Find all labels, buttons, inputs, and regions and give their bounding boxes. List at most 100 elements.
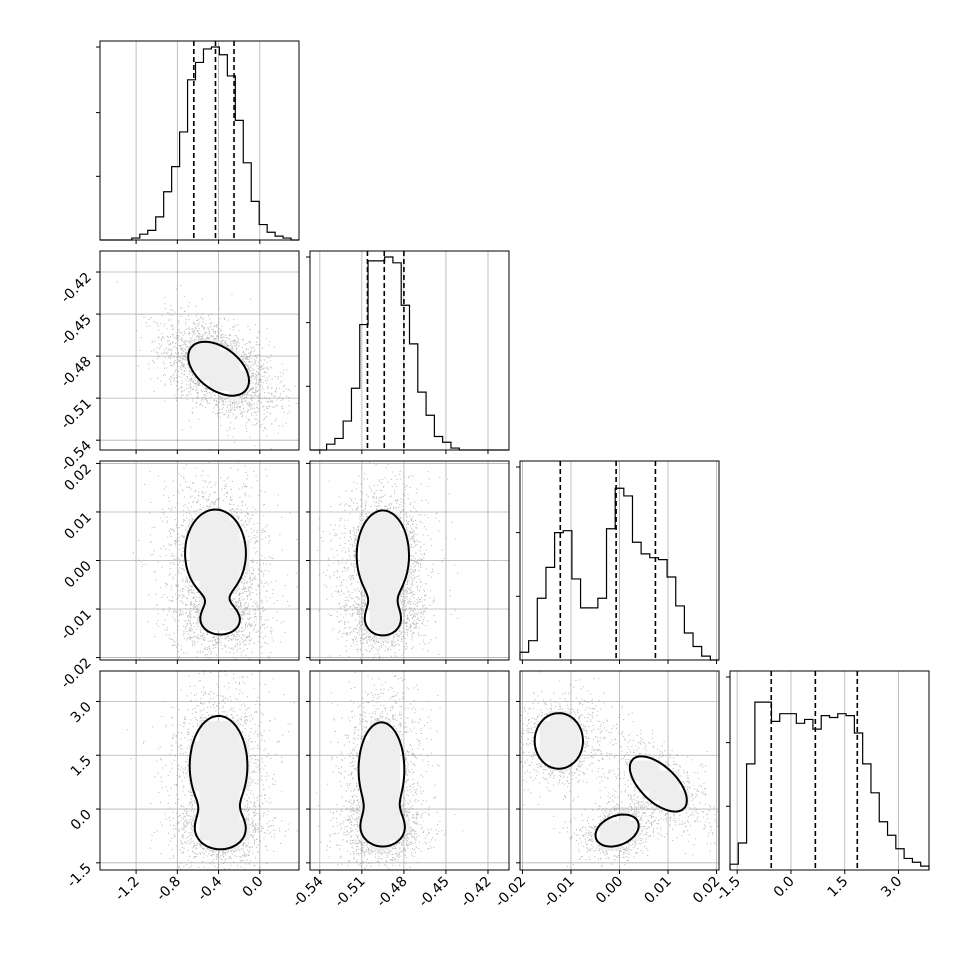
density-layer [317,461,459,660]
density-cell [359,790,371,801]
density-cell [629,770,640,781]
density-cell [209,820,220,831]
density-cell [669,780,680,791]
density-cell [219,800,230,811]
density-cell [209,790,220,801]
density-cell [369,510,381,522]
scatter-points [132,461,298,660]
density-cell [199,510,210,522]
density-cell [639,770,650,781]
density-cell [199,810,210,821]
x-tick-label: -0.48 [374,874,411,911]
density-cell [379,780,390,791]
density-cell [369,800,381,811]
density-cell [659,780,670,791]
density-cell [389,750,400,761]
density-cell [209,840,220,851]
density-cell [219,610,230,621]
density-cell [229,770,240,781]
density-cell [369,520,381,532]
histogram-panel [306,250,510,454]
density-cell [549,760,561,771]
density-cell [359,780,371,791]
density-cell [199,550,210,561]
density-cell [209,350,220,361]
density-cell [379,760,390,771]
density-cell [219,510,230,522]
density-cell [569,750,581,761]
y-tick-label: -1.5 [64,860,95,891]
histogram-step [519,487,719,661]
density-cell [189,520,200,532]
density-cell [209,370,220,381]
panel-frame [99,40,300,241]
density-cell [559,750,571,761]
density-cell [219,350,230,361]
density-cell [229,780,240,791]
density-cell [679,800,690,811]
x-tick-label: 1.5 [825,874,852,901]
y-tick-label: -0.51 [58,396,95,433]
density-cell [359,530,371,541]
histogram-step [729,701,930,870]
density-cell [229,720,240,732]
panel-frame [309,250,510,451]
contour-line [533,712,688,848]
y-tick-label: -0.45 [58,312,95,349]
density-cell [229,830,240,841]
density-cell [389,740,400,751]
density-cell [199,780,210,791]
density-cell [679,790,690,801]
x-tick-label: 0.00 [593,874,626,907]
density-cell [239,370,250,381]
density-cell [569,740,581,751]
density-cell [369,810,381,821]
density-cell [359,580,371,591]
density-cell [369,550,381,561]
density-cell [389,820,400,831]
density-cell [539,740,551,751]
density-cell [219,520,230,532]
histogram-step [310,256,509,451]
density-cell [369,780,381,791]
density-cell [369,600,381,611]
density-cell [379,530,390,541]
density-cell [369,580,381,591]
density-cell [389,600,400,611]
density-cell [199,730,210,742]
y-tick-label: -0.42 [58,270,95,307]
density-cell [229,540,240,551]
density-cell [379,590,390,601]
panel-frame [99,670,300,871]
density-cell [379,600,390,611]
density-cell [359,560,371,571]
density-cell [199,520,210,532]
density-cell [229,360,240,371]
density-cell [209,720,220,732]
density-cell [209,360,220,371]
y-tick-label: -0.01 [58,607,95,644]
scatter-panel [306,460,510,664]
density-cell [199,570,210,581]
density-cell [219,550,230,561]
density-cell [659,800,670,811]
density-cell [219,730,230,742]
density-cell [229,740,240,751]
density-cell [399,540,410,551]
density-cell [219,620,230,631]
density-cell [199,770,210,781]
density-cell [229,610,240,621]
density-cell [549,730,561,742]
density-cell [649,790,660,801]
density-cell [199,530,210,541]
density-cell [359,800,371,811]
x-tick-label: 0.0 [771,874,798,901]
density-cell [389,730,400,742]
density-cell [189,560,200,571]
contour-line [355,509,410,637]
density-cell [189,530,200,541]
density-cell [599,820,610,831]
density-cell [359,810,371,821]
density-cell [239,380,250,391]
density-cell [559,740,571,751]
